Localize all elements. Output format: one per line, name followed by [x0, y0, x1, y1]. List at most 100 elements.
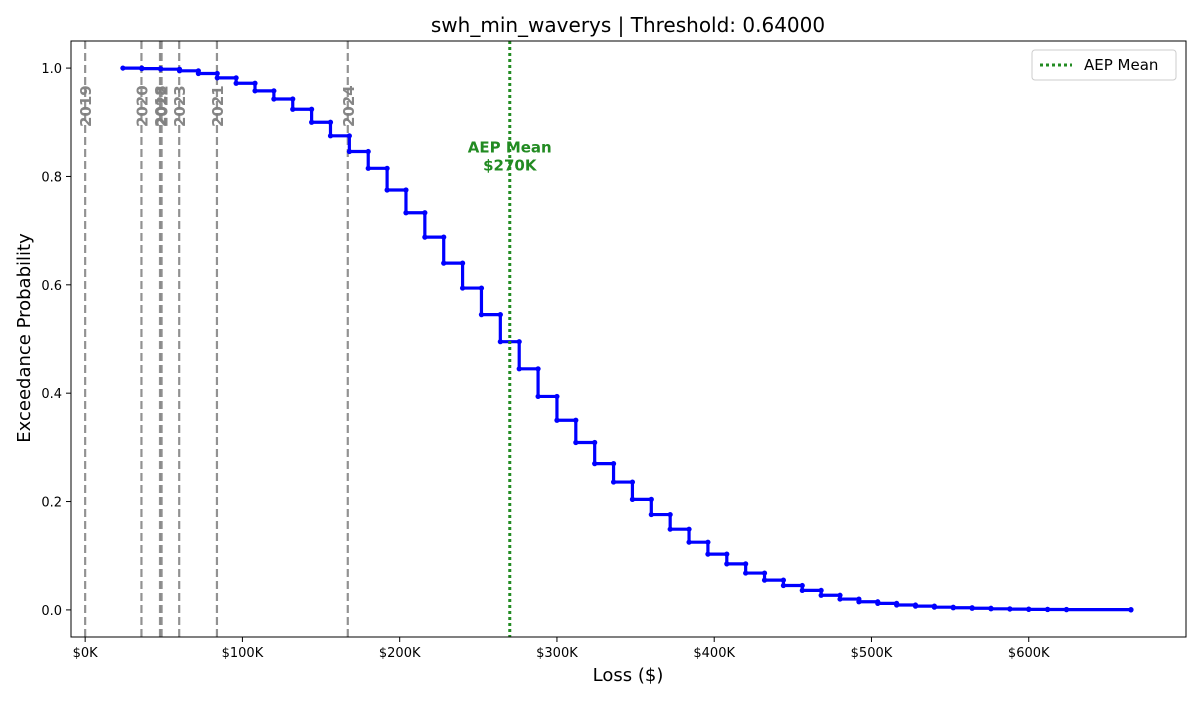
- ep-curve-point: [327, 133, 334, 139]
- ep-curve-point: [478, 312, 485, 318]
- y-tick-label: 0.0: [41, 604, 62, 619]
- ep-curve-point: [346, 148, 352, 155]
- ep-curve-point: [327, 119, 334, 125]
- year-marker-label: 2023: [171, 85, 189, 127]
- ep-curve-point: [894, 600, 900, 607]
- ep-curve-point: [686, 539, 692, 545]
- ep-curve-point: [648, 511, 654, 518]
- ep-curve-point: [950, 604, 956, 610]
- y-tick-label: 0.8: [41, 170, 62, 185]
- ep-curve-point: [158, 66, 164, 72]
- ep-curve-point: [837, 596, 843, 602]
- ep-curve-point: [592, 461, 598, 467]
- ep-curve-point: [309, 106, 315, 112]
- ep-curve-point: [629, 496, 636, 502]
- ep-curve-point: [875, 599, 881, 605]
- ep-curve-point: [799, 587, 805, 594]
- chart-title: swh_min_waverys | Threshold: 0.64000: [431, 13, 825, 37]
- ep-curve-point: [856, 596, 862, 602]
- ep-curve-point: [441, 260, 447, 266]
- ep-curve-point: [195, 68, 201, 74]
- ep-curve-point: [610, 479, 617, 485]
- ep-curve-point: [743, 570, 749, 576]
- year-marker-label: 2021: [209, 85, 227, 127]
- ep-curve-point: [271, 96, 277, 102]
- ep-curve-point: [422, 210, 428, 216]
- plot-frame: [70, 40, 1187, 638]
- ep-curve-point: [837, 592, 843, 598]
- ep-curve-point: [252, 88, 258, 94]
- ep-curve-point: [459, 285, 466, 291]
- aep-mean-annotation-title: AEP Mean: [468, 139, 552, 157]
- ep-curve-point: [233, 75, 239, 81]
- legend: AEP Mean: [1031, 49, 1177, 81]
- ep-curve-point: [120, 65, 126, 71]
- year-marker-label: 2019: [77, 85, 95, 127]
- ep-curve-point: [667, 511, 673, 518]
- ep-curve-point: [743, 561, 749, 567]
- x-tick-label: $500K: [851, 646, 893, 661]
- ep-curve-point: [1063, 606, 1070, 613]
- ep-curve-point: [139, 65, 145, 71]
- ep-curve-point: [724, 551, 730, 557]
- y-tick-label: 1.0: [41, 62, 62, 77]
- x-tick-label: $0K: [73, 646, 99, 661]
- ep-curve-point: [365, 148, 371, 155]
- ep-curve-point: [384, 165, 390, 171]
- year-marker-label: 2024: [340, 85, 358, 127]
- ep-curve-point: [214, 75, 220, 81]
- ep-curve-point: [686, 526, 692, 532]
- ep-curve-point: [780, 582, 787, 589]
- ep-curve-point: [761, 570, 768, 576]
- ep-curve-point: [365, 165, 371, 171]
- x-tick-label: $600K: [1008, 646, 1050, 661]
- ep-curve-point: [497, 339, 503, 345]
- ep-curve-point: [1128, 607, 1134, 613]
- ep-curve-point: [912, 602, 919, 608]
- ep-curve-point: [724, 561, 730, 567]
- ep-curve-point: [309, 119, 315, 125]
- y-axis-label: Exceedance Probability: [14, 233, 35, 443]
- ep-curve-point: [705, 551, 711, 557]
- ep-curve-point: [1026, 606, 1032, 612]
- ep-curve-point: [629, 479, 636, 485]
- ep-curve-point: [667, 526, 673, 532]
- ep-curve-point: [1007, 606, 1013, 612]
- year-marker-label: 2020: [133, 85, 151, 127]
- ep-curve-point: [1045, 606, 1051, 612]
- ep-curve-point: [592, 439, 598, 446]
- ep-curve-point: [573, 417, 579, 423]
- ep-curve-point: [780, 577, 787, 583]
- ep-curve-point: [705, 539, 711, 545]
- y-tick-label: 0.2: [41, 496, 62, 511]
- x-tick-label: $400K: [693, 646, 735, 661]
- ep-curve-point: [403, 210, 409, 216]
- ep-curve-point: [233, 80, 239, 86]
- y-tick-label: 0.4: [41, 387, 62, 402]
- ep-curve-point: [535, 366, 541, 372]
- ep-curve-point: [403, 187, 409, 193]
- ep-curve-point: [346, 133, 352, 139]
- ep-curve-point: [176, 66, 183, 72]
- ep-curve-point: [441, 234, 447, 240]
- ep-curve-point: [554, 393, 560, 400]
- ep-curve-point: [931, 603, 937, 609]
- aep-mean-annotation-value: $270K: [483, 157, 538, 175]
- ep-curve-point: [252, 80, 258, 86]
- x-tick-label: $100K: [222, 646, 264, 661]
- ep-curve-point: [459, 260, 466, 266]
- ep-curve-point: [516, 339, 522, 345]
- x-axis-label: Loss ($): [593, 665, 664, 686]
- ep-curve-point: [988, 605, 994, 611]
- ep-curve-point: [554, 417, 560, 423]
- ep-curve-point: [478, 285, 485, 291]
- ep-curve-point: [648, 496, 654, 502]
- x-tick-label: $200K: [379, 646, 421, 661]
- ep-curve-point: [422, 234, 428, 240]
- ep-curve-point: [290, 106, 296, 112]
- ep-curve-point: [969, 605, 975, 611]
- ep-curve-point: [573, 439, 579, 446]
- ep-curve-point: [761, 577, 768, 583]
